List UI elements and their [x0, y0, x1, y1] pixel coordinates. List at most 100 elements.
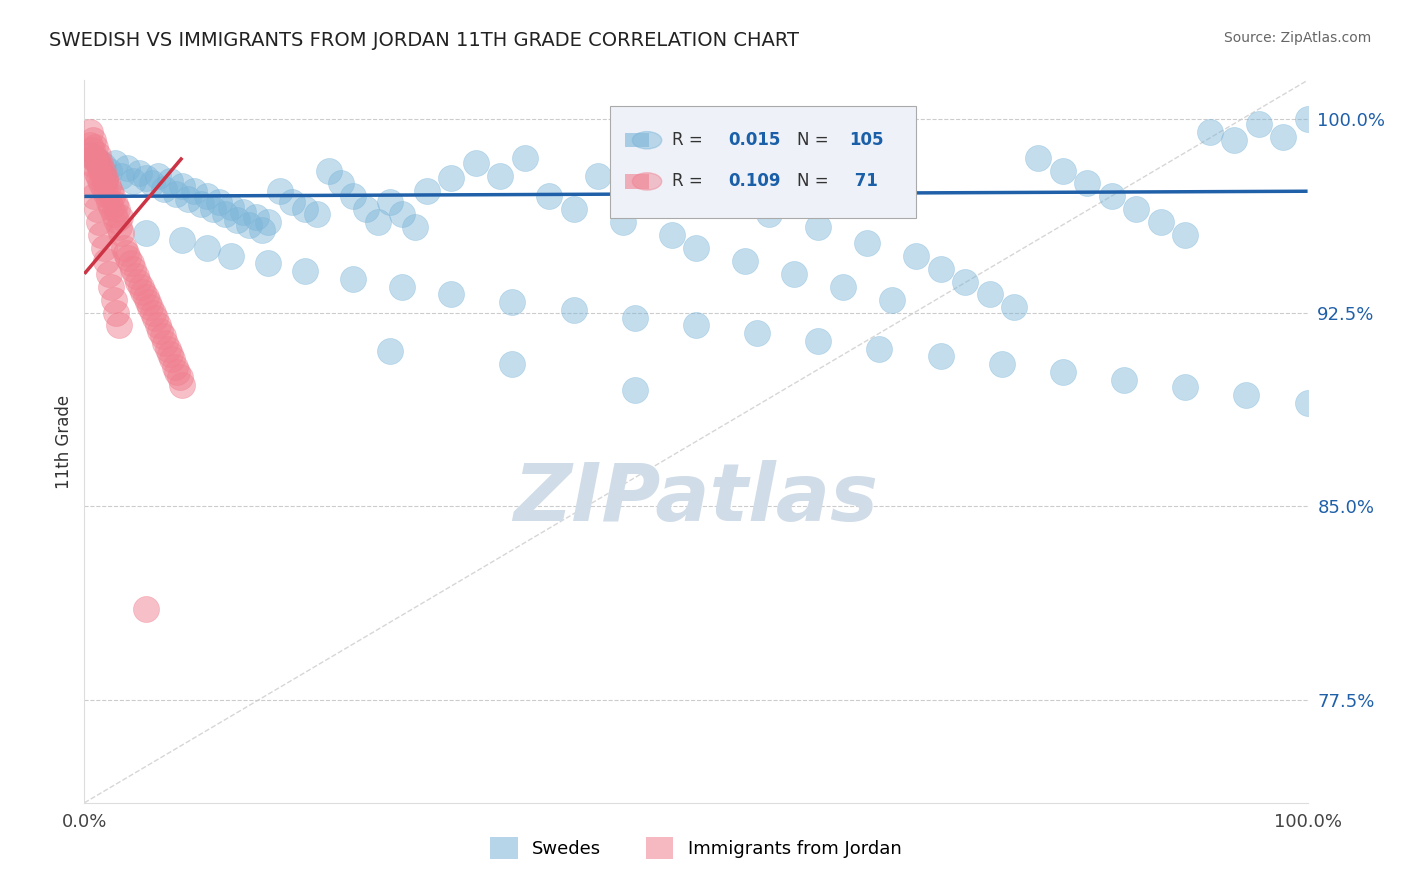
Point [342, 189, 364, 203]
Point [991, 357, 1014, 371]
Bar [626, 133, 650, 147]
Point [562, 302, 585, 317]
Point [219, 249, 242, 263]
Point [87, 156, 110, 170]
Point [103, 207, 125, 221]
Point [166, 365, 188, 379]
Point [82, 151, 104, 165]
Point [305, 207, 328, 221]
Point [80, 143, 103, 157]
Point [115, 161, 138, 175]
Point [783, 267, 806, 281]
Point [79, 148, 101, 162]
Point [97, 163, 120, 178]
Legend: Swedes, Immigrants from Jordan: Swedes, Immigrants from Jordan [484, 830, 908, 866]
Point [416, 184, 439, 198]
Point [1223, 133, 1246, 147]
Point [127, 275, 149, 289]
Point [90, 177, 112, 191]
Point [489, 169, 512, 183]
Point [709, 194, 731, 209]
Point [214, 207, 236, 221]
Point [440, 287, 463, 301]
Point [87, 148, 110, 162]
Point [146, 169, 169, 183]
Point [1052, 365, 1074, 379]
Point [226, 212, 249, 227]
Point [342, 272, 364, 286]
Point [238, 218, 260, 232]
Point [107, 318, 129, 333]
Point [89, 156, 111, 170]
Point [330, 177, 353, 191]
Point [132, 285, 155, 299]
Point [93, 181, 115, 195]
Point [856, 235, 879, 250]
Point [208, 194, 231, 209]
Point [190, 197, 212, 211]
FancyBboxPatch shape [610, 105, 917, 218]
Point [110, 226, 132, 240]
Point [380, 194, 402, 209]
Point [156, 342, 179, 356]
Point [612, 215, 634, 229]
Point [1028, 151, 1050, 165]
Point [100, 200, 122, 214]
Point [107, 220, 129, 235]
Point [1002, 301, 1025, 315]
Point [153, 181, 176, 195]
Point [502, 295, 524, 310]
Point [110, 169, 132, 183]
Point [136, 295, 159, 310]
Point [929, 261, 952, 276]
Point [83, 189, 105, 203]
Point [734, 253, 756, 268]
Point [129, 279, 152, 293]
Point [232, 205, 254, 219]
Point [162, 351, 184, 366]
Point [195, 189, 218, 203]
Point [159, 174, 181, 188]
Point [79, 137, 101, 152]
Point [149, 324, 172, 338]
Point [929, 350, 952, 364]
Point [685, 241, 707, 255]
Point [142, 305, 165, 319]
Point [538, 189, 561, 203]
Point [125, 269, 148, 284]
Point [502, 357, 524, 371]
Text: 71: 71 [849, 172, 877, 190]
Point [183, 184, 205, 198]
Point [869, 342, 891, 356]
Point [108, 210, 131, 224]
Point [105, 212, 128, 227]
Point [152, 328, 174, 343]
Circle shape [633, 173, 662, 190]
Point [153, 336, 176, 351]
Point [84, 140, 107, 154]
Point [105, 305, 128, 319]
Point [128, 166, 150, 180]
Point [86, 166, 108, 180]
Point [89, 161, 111, 175]
Point [117, 252, 139, 266]
Point [139, 301, 162, 315]
Point [100, 279, 122, 293]
Point [120, 256, 142, 270]
Point [219, 200, 242, 214]
Point [979, 287, 1001, 301]
Point [94, 171, 117, 186]
Point [586, 169, 609, 183]
Point [135, 171, 157, 186]
Point [1296, 112, 1319, 126]
Point [135, 226, 157, 240]
Point [172, 233, 194, 247]
Point [80, 177, 103, 191]
Point [177, 192, 200, 206]
Point [367, 215, 389, 229]
Point [165, 186, 187, 201]
Point [318, 163, 340, 178]
Point [1052, 163, 1074, 178]
Point [86, 153, 108, 168]
Point [404, 220, 426, 235]
